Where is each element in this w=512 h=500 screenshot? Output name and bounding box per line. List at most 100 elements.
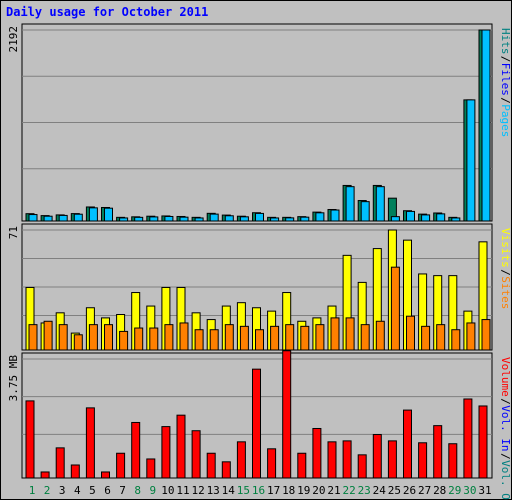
bar-volume-volume-13 xyxy=(206,452,216,479)
bar-visits-sites-13 xyxy=(209,329,219,351)
bar-hits-files-18 xyxy=(285,217,295,222)
x-tick-label-15: 15 xyxy=(237,484,250,497)
x-tick-label-16: 16 xyxy=(252,484,265,497)
bar-visits-sites-25 xyxy=(390,266,400,351)
x-tick-label-27: 27 xyxy=(418,484,431,497)
bar-visits-sites-12 xyxy=(194,329,204,351)
x-tick-label-1: 1 xyxy=(29,484,36,497)
bar-volume-volume-17 xyxy=(267,448,277,479)
bar-volume-volume-30 xyxy=(463,398,473,479)
legend-separator: / xyxy=(499,97,512,104)
legend-pages: Pages xyxy=(499,104,512,137)
bar-hits-files-26 xyxy=(406,210,415,222)
bar-volume-volume-27 xyxy=(418,442,428,479)
x-tick-label-21: 21 xyxy=(327,484,340,497)
bar-hits-files-16 xyxy=(255,212,264,222)
ymax-label-visits: 71 xyxy=(7,226,20,239)
bar-volume-volume-22 xyxy=(342,440,352,479)
x-tick-label-7: 7 xyxy=(119,484,126,497)
x-tick-label-30: 30 xyxy=(463,484,476,497)
bar-visits-sites-4 xyxy=(73,334,83,351)
bar-visits-sites-15 xyxy=(239,325,249,351)
x-tick-label-28: 28 xyxy=(433,484,446,497)
bar-volume-volume-1 xyxy=(25,400,35,479)
bar-hits-files-13 xyxy=(209,213,219,222)
legend-separator: / xyxy=(499,56,512,63)
x-tick-label-12: 12 xyxy=(191,484,204,497)
bar-hits-files-3 xyxy=(58,214,68,222)
bar-visits-sites-7 xyxy=(119,330,129,351)
bar-volume-volume-10 xyxy=(161,426,171,479)
bar-visits-sites-1 xyxy=(28,324,38,351)
bar-volume-volume-8 xyxy=(131,421,141,479)
bar-hits-files-14 xyxy=(224,215,234,222)
ymax-label-hits: 2192 xyxy=(7,26,20,53)
bar-hits-files-12 xyxy=(194,217,204,222)
bar-volume-volume-14 xyxy=(221,461,231,479)
bar-volume-volume-23 xyxy=(357,454,367,479)
legend-vol-out: Vol. Out xyxy=(499,460,512,500)
bar-hits-files-22 xyxy=(345,186,355,222)
bar-visits-sites-31 xyxy=(481,319,491,351)
bar-volume-volume-31 xyxy=(478,405,488,479)
bar-visits-sites-28 xyxy=(436,324,446,351)
bar-volume-volume-24 xyxy=(372,434,382,479)
bar-volume-volume-9 xyxy=(146,458,156,479)
bar-hits-files-11 xyxy=(179,216,189,222)
x-tick-label-20: 20 xyxy=(312,484,325,497)
bar-hits-files-8 xyxy=(134,216,144,222)
bar-volume-volume-25 xyxy=(387,440,397,479)
bar-hits-files-23 xyxy=(360,201,370,222)
legend-files: Files xyxy=(499,63,512,96)
x-tick-label-19: 19 xyxy=(297,484,310,497)
legend-vol-in: Vol. In xyxy=(499,405,512,451)
bar-volume-volume-20 xyxy=(312,427,322,479)
bar-volume-volume-2 xyxy=(40,471,50,479)
x-tick-label-3: 3 xyxy=(59,484,66,497)
bar-visits-sites-21 xyxy=(330,317,340,351)
x-tick-label-26: 26 xyxy=(403,484,416,497)
x-tick-label-2: 2 xyxy=(44,484,51,497)
legend-separator: / xyxy=(499,269,512,276)
bar-volume-volume-11 xyxy=(176,414,186,479)
bar-visits-sites-11 xyxy=(179,322,189,351)
bar-volume-volume-3 xyxy=(55,447,65,479)
bar-hits-files-25 xyxy=(390,216,400,222)
x-tick-label-22: 22 xyxy=(342,484,355,497)
bar-hits-files-10 xyxy=(164,215,174,222)
bar-hits-files-1 xyxy=(28,214,38,222)
legend-separator: / xyxy=(499,453,512,460)
legend-hits: Hits xyxy=(499,28,512,55)
x-tick-label-25: 25 xyxy=(388,484,401,497)
x-tick-label-14: 14 xyxy=(222,484,236,497)
bar-volume-volume-6 xyxy=(101,471,110,479)
bar-visits-sites-20 xyxy=(315,324,325,351)
x-tick-label-13: 13 xyxy=(207,484,220,497)
x-tick-label-31: 31 xyxy=(478,484,491,497)
bar-visits-sites-16 xyxy=(255,329,264,351)
x-tick-label-6: 6 xyxy=(104,484,111,497)
bar-visits-sites-8 xyxy=(134,327,144,351)
bar-volume-volume-29 xyxy=(448,443,458,479)
x-tick-label-18: 18 xyxy=(282,484,295,497)
bar-hits-files-31 xyxy=(481,29,491,222)
bar-hits-files-20 xyxy=(315,212,325,222)
bar-hits-files-17 xyxy=(270,217,280,222)
bar-visits-sites-22 xyxy=(345,317,355,351)
bar-hits-files-7 xyxy=(119,217,129,222)
bar-volume-volume-19 xyxy=(297,452,307,479)
bar-volume-volume-5 xyxy=(85,407,95,479)
bar-visits-sites-18 xyxy=(285,324,295,351)
bar-visits-sites-19 xyxy=(300,325,310,351)
bar-volume-volume-21 xyxy=(327,441,337,479)
bar-volume-volume-4 xyxy=(70,464,80,479)
x-tick-label-29: 29 xyxy=(448,484,461,497)
bar-hits-files-5 xyxy=(88,207,98,222)
bar-visits-sites-5 xyxy=(88,324,98,351)
bar-visits-sites-10 xyxy=(164,324,174,351)
bar-hits-files-28 xyxy=(436,213,446,222)
bar-hits-files-24 xyxy=(375,186,385,222)
x-tick-label-17: 17 xyxy=(267,484,280,497)
bar-visits-sites-14 xyxy=(224,324,234,351)
